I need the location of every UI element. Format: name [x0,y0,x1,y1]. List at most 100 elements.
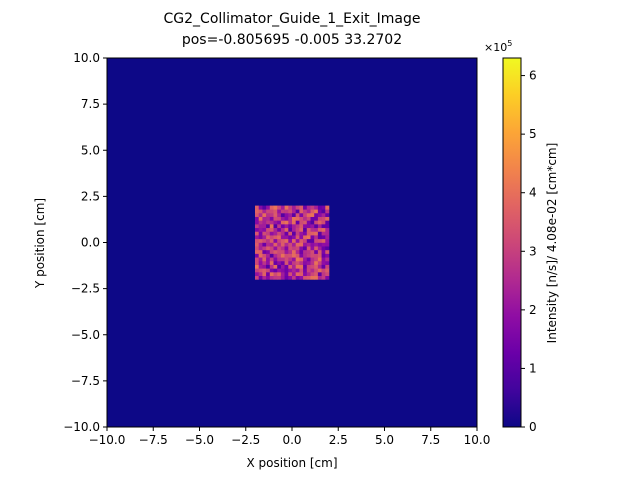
heatmap-cell [306,275,311,280]
heatmap-cell [303,227,308,232]
heatmap-cell [295,264,300,269]
heatmap-cell [284,231,289,236]
heatmap-cell [317,257,322,262]
heatmap-cell [284,209,289,214]
heatmap-cell [295,205,300,210]
x-tick-label: 7.5 [421,433,440,447]
heatmap-cell [280,264,285,269]
heatmap-cell [262,264,267,269]
heatmap-cell [269,209,274,214]
y-tick-label: −7.5 [71,374,100,388]
heatmap-cell [280,216,285,221]
heatmap-cell [277,268,282,273]
heatmap-cell [321,264,326,269]
heatmap-cell [262,275,267,280]
heatmap-cell [269,268,274,273]
y-tick-label: 10.0 [73,51,100,65]
heatmap-cell [306,205,311,210]
heatmap-cell [314,257,319,262]
heatmap-cell [317,220,322,225]
heatmap-cell [288,238,293,243]
heatmap-cell [280,220,285,225]
heatmap-cell [258,231,263,236]
heatmap-cell [325,260,330,265]
heatmap-cell [284,242,289,247]
heatmap-cell [299,246,304,251]
heatmap-cell [288,209,293,214]
heatmap-cell [277,212,282,217]
heatmap-cell [310,238,315,243]
heatmap-cell [317,235,322,240]
heatmap-cell [292,246,296,251]
heatmap-cell [317,209,322,214]
heatmap-cell [280,268,285,273]
heatmap-cell [321,216,326,221]
heatmap-cell [266,220,271,225]
heatmap-cell [325,235,330,240]
heatmap-cell [258,260,263,265]
y-tick-label: 0.0 [81,236,100,250]
heatmap-cell [310,264,315,269]
y-axis: −10.0 −7.5 −5.0 −2.5 0.0 2.5 5.0 7.5 10.0 [63,51,107,434]
x-axis: −10.0 −7.5 −5.0 −2.5 0.0 2.5 5.0 7.5 10.0 [89,427,490,447]
heatmap-cell [306,209,311,214]
heatmap-cell [266,268,271,273]
heatmap-cell [269,216,274,221]
heatmap-cell [280,212,285,217]
heatmap-cell [262,272,267,277]
heatmap-cell [273,224,278,229]
heatmap-cell [292,231,296,236]
heatmap-cell [321,272,326,277]
heatmap-cell [292,238,296,243]
heatmap-cell [325,242,330,247]
heatmap-cells [255,205,330,280]
heatmap-cell [314,220,319,225]
heatmap-cell [303,272,308,277]
heatmap-cell [266,235,271,240]
heatmap-cell [269,224,274,229]
heatmap-cell [303,205,308,210]
heatmap-cell [277,264,282,269]
heatmap-cell [258,235,263,240]
heatmap-cell [321,209,326,214]
heatmap-cell [269,275,274,280]
heatmap-cell [295,260,300,265]
heatmap-cell [310,220,315,225]
heatmap-cell [295,235,300,240]
heatmap-cell [280,260,285,265]
heatmap-cell [288,235,293,240]
heatmap-cell [258,212,263,217]
heatmap-cell [317,224,322,229]
heatmap-cell [280,242,285,247]
heatmap-cell [310,260,315,265]
heatmap-cell [299,209,304,214]
heatmap-cell [255,238,259,243]
heatmap-cell [292,253,296,258]
heatmap-cell [310,231,315,236]
heatmap-cell [277,227,282,232]
heatmap-cell [288,260,293,265]
heatmap-cell [258,242,263,247]
heatmap-cell [325,227,330,232]
y-tick-label: 2.5 [81,189,100,203]
heatmap-cell [303,264,308,269]
plot-area [106,57,478,428]
heatmap-cell [295,242,300,247]
heatmap-cell [273,242,278,247]
heatmap-cell [317,253,322,258]
heatmap-cell [262,242,267,247]
heatmap-cell [273,260,278,265]
heatmap-cell [284,253,289,258]
heatmap-cell [262,205,267,210]
heatmap-cell [284,227,289,232]
heatmap-cell [292,264,296,269]
heatmap-cell [273,209,278,214]
heatmap-cell [280,235,285,240]
heatmap-cell [299,227,304,232]
heatmap-cell [321,231,326,236]
heatmap-cell [314,253,319,258]
heatmap-cell [262,224,267,229]
heatmap-cell [325,249,330,254]
heatmap-cell [292,235,296,240]
heatmap-cell [262,231,267,236]
